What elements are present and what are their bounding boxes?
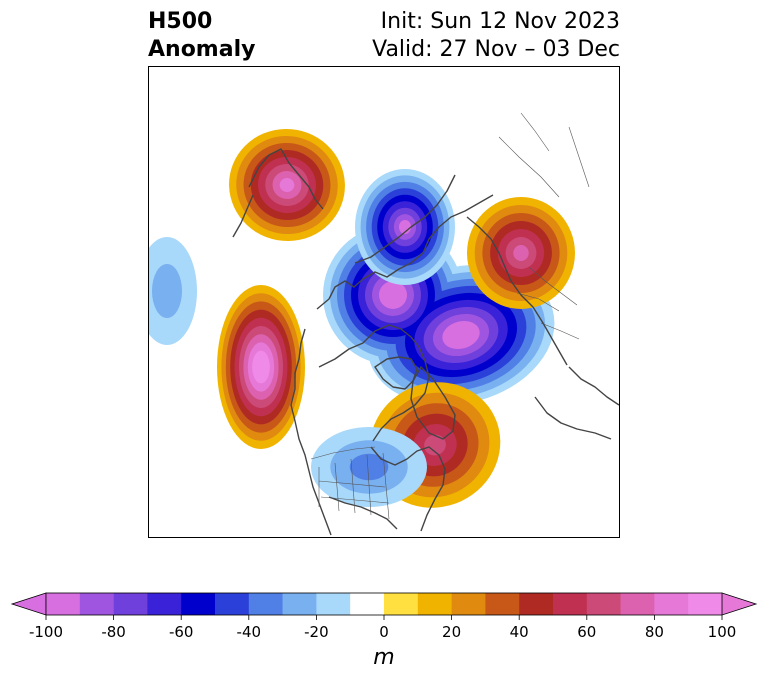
contour-70 xyxy=(513,245,529,261)
colorbar-tick-label: 60 xyxy=(577,623,596,641)
border-asia xyxy=(498,112,590,198)
colorbar-cell xyxy=(620,593,655,615)
contour-100 xyxy=(255,357,267,377)
colorbar-cell xyxy=(79,593,114,615)
map-subtitle: Init: Sun 12 Nov 2023 Valid: 27 Nov – 03… xyxy=(372,8,620,64)
contour-80 xyxy=(279,177,295,193)
colorbar-cell xyxy=(417,593,452,615)
colorbar-extend-low xyxy=(10,592,47,616)
coastlines xyxy=(232,148,619,536)
colorbar-cell xyxy=(350,593,385,615)
coastline-mediterranean xyxy=(568,366,619,406)
colorbar-cell xyxy=(215,593,250,615)
colorbar-unit-label: m xyxy=(373,645,395,670)
map-canvas xyxy=(149,112,619,536)
border-us-states xyxy=(318,452,390,520)
colorbar-tick-label: -20 xyxy=(304,623,329,641)
anomaly-shading xyxy=(149,128,575,508)
colorbar-ticks: -100 -80 -60 -40 -20 0 20 40 60 80 100 xyxy=(29,615,736,641)
colorbar-cell xyxy=(46,593,81,615)
colorbar-tick-label: 100 xyxy=(708,623,737,641)
colorbar-cells xyxy=(10,592,758,616)
anomaly-trough-east-pacific xyxy=(149,237,197,345)
coastline-eastern-asia xyxy=(248,148,324,210)
contour--100 xyxy=(384,286,402,304)
anomaly-ridge-gulf-of-alaska xyxy=(217,285,305,449)
colorbar-cell xyxy=(384,593,419,615)
border-europe xyxy=(516,266,580,340)
coastline-alaska xyxy=(316,194,494,310)
colorbar-cell xyxy=(181,593,216,615)
anomaly-trough-contiguous-us xyxy=(311,427,427,507)
colorbar-tick-label: -40 xyxy=(237,623,262,641)
colorbar-cell xyxy=(248,593,283,615)
coastline-na-west xyxy=(290,328,332,536)
coastline-hudson-bay xyxy=(374,356,418,390)
colorbar-tick-label: -80 xyxy=(101,623,126,641)
colorbar-cell xyxy=(316,593,351,615)
init-label: Init: Sun 12 Nov 2023 xyxy=(380,9,620,34)
contour--30 xyxy=(349,453,389,481)
anomaly-ridge-east-asia xyxy=(229,128,345,242)
colorbar-cell xyxy=(553,593,588,615)
colorbar-tick-label: 20 xyxy=(442,623,461,641)
colorbar-cell xyxy=(282,593,317,615)
colorbar-cell xyxy=(688,593,723,615)
contour--20 xyxy=(152,264,182,318)
colorbar-cell xyxy=(147,593,182,615)
field-label: H500 xyxy=(148,9,213,34)
colorbar-cell xyxy=(485,593,520,615)
colorbar-tick-label: 0 xyxy=(379,623,389,641)
anomaly-map xyxy=(148,66,620,538)
coastline-africa xyxy=(534,396,612,440)
colorbar-cell xyxy=(519,593,554,615)
colorbar-tick-label: -100 xyxy=(29,623,63,641)
contour--100 xyxy=(449,326,473,344)
colorbar-tick-label: 80 xyxy=(645,623,664,641)
coastline-europe xyxy=(466,216,568,366)
colorbar: -100 -80 -60 -40 -20 0 20 40 60 80 100 xyxy=(10,592,758,641)
coastline-us-gulf xyxy=(328,496,398,530)
colorbar-cell xyxy=(654,593,689,615)
colorbar-cell xyxy=(586,593,621,615)
coastline-greenland xyxy=(410,366,456,440)
colorbar-tick-label: -60 xyxy=(169,623,194,641)
coastline-japan xyxy=(232,194,254,238)
colorbar-tick-label: 40 xyxy=(510,623,529,641)
coastline-canada-north xyxy=(318,324,430,442)
contour-60 xyxy=(424,434,446,456)
map-title: H500 Anomaly xyxy=(148,8,255,64)
border-us-canada xyxy=(310,446,376,460)
political-borders xyxy=(310,112,590,520)
coastline-asia-north xyxy=(354,174,456,264)
colorbar-cell xyxy=(451,593,486,615)
contour--90 xyxy=(399,220,411,234)
colorbar-extend-high xyxy=(721,592,758,616)
anomaly-ridge-western-europe xyxy=(467,197,575,309)
type-label: Anomaly xyxy=(148,37,256,62)
coastline-na-east xyxy=(370,446,446,532)
anomaly-ridge-newfoundland xyxy=(369,382,501,508)
colorbar-cell xyxy=(113,593,148,615)
valid-label: Valid: 27 Nov – 03 Dec xyxy=(372,37,620,62)
